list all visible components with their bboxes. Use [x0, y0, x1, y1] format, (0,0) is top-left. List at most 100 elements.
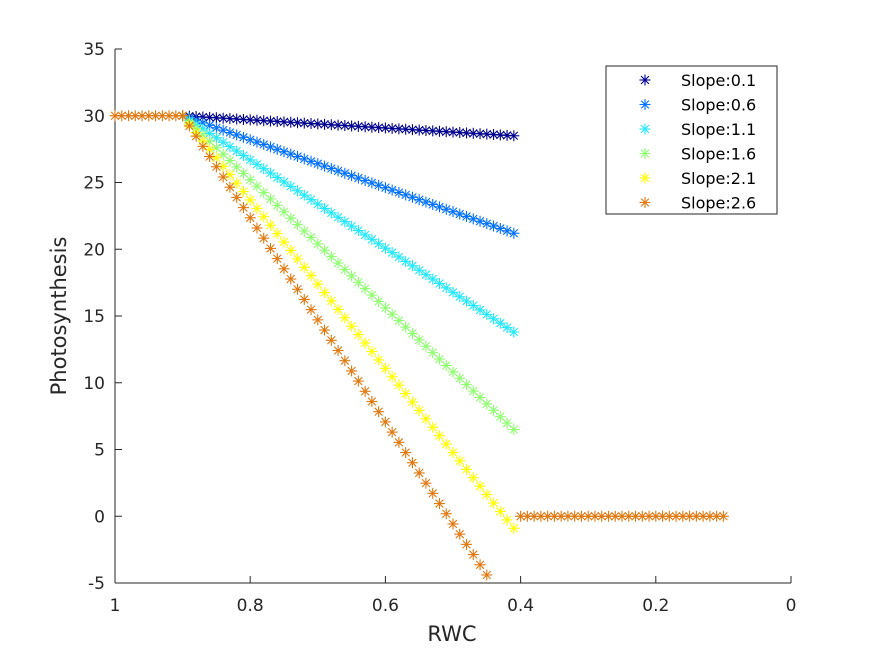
data-point	[319, 202, 331, 214]
data-point	[494, 411, 506, 423]
data-point	[352, 329, 364, 341]
data-point	[312, 278, 324, 290]
data-point	[346, 320, 358, 332]
data-point	[217, 136, 229, 148]
data-point	[400, 447, 412, 459]
data-point	[427, 273, 439, 285]
data-point	[359, 283, 371, 295]
data-point	[440, 438, 452, 450]
data-point	[596, 510, 608, 522]
data-point	[400, 255, 412, 267]
data-point	[271, 115, 283, 127]
legend-item: Slope:0.6	[639, 96, 756, 115]
data-point	[481, 308, 493, 320]
data-point	[217, 171, 229, 183]
data-point	[440, 359, 452, 371]
data-point	[447, 366, 459, 378]
data-point	[258, 211, 270, 223]
data-point	[433, 430, 445, 442]
y-tick-label: 30	[83, 107, 105, 127]
data-point	[231, 177, 243, 189]
data-point	[386, 122, 398, 134]
plateau-high	[109, 110, 189, 122]
x-tick-label: 0.6	[372, 596, 399, 616]
data-point	[271, 228, 283, 240]
data-point	[190, 130, 202, 142]
data-point	[278, 236, 290, 248]
data-point	[630, 510, 642, 522]
data-point	[298, 117, 310, 129]
data-point	[433, 277, 445, 289]
data-point	[413, 264, 425, 276]
data-point	[183, 120, 195, 132]
y-axis-label: Photosynthesis	[47, 237, 71, 396]
data-point	[481, 489, 493, 501]
data-point	[373, 295, 385, 307]
data-point	[433, 353, 445, 365]
data-point	[427, 487, 439, 499]
data-point	[440, 282, 452, 294]
data-point	[271, 199, 283, 211]
data-point	[244, 174, 256, 186]
data-point	[508, 130, 520, 142]
data-point	[508, 522, 520, 534]
data-point	[346, 365, 358, 377]
data-point	[258, 187, 270, 199]
data-point	[258, 232, 270, 244]
data-point	[488, 497, 500, 509]
data-point	[346, 270, 358, 282]
data-point	[346, 220, 358, 232]
data-point	[237, 167, 249, 179]
legend-box	[605, 65, 778, 215]
data-point	[251, 180, 263, 192]
data-point	[231, 191, 243, 203]
data-point	[292, 283, 304, 295]
data-point	[217, 112, 229, 124]
data-point	[258, 163, 270, 175]
data-point	[210, 132, 222, 144]
data-point	[352, 120, 364, 132]
data-point	[474, 128, 486, 140]
data-point	[325, 251, 337, 263]
data-point	[413, 467, 425, 479]
data-point	[210, 161, 222, 173]
data-point	[352, 276, 364, 288]
legend-label: Slope:1.6	[681, 145, 756, 164]
data-point	[359, 385, 371, 397]
data-point	[420, 477, 432, 489]
data-point	[231, 161, 243, 173]
data-point	[339, 263, 351, 275]
data-point	[494, 505, 506, 517]
data-point	[312, 238, 324, 250]
legend-items: Slope:0.1 Slope:0.6 Slope:1.1 Slope:1.6 Slop…	[639, 71, 756, 213]
data-point	[285, 212, 297, 224]
data-point	[393, 123, 405, 135]
data-point	[237, 202, 249, 214]
data-point	[339, 216, 351, 228]
data-point	[474, 215, 486, 227]
data-point	[454, 455, 466, 467]
plot-area	[109, 110, 729, 581]
data-point	[393, 379, 405, 391]
data-point	[508, 423, 520, 435]
data-point	[393, 315, 405, 327]
data-point	[528, 510, 540, 522]
data-point	[237, 149, 249, 161]
data-point	[285, 244, 297, 256]
legend-marker	[639, 123, 651, 135]
data-point	[298, 225, 310, 237]
data-point	[366, 121, 378, 133]
data-point	[312, 198, 324, 210]
data-point	[467, 549, 479, 561]
data-point	[339, 312, 351, 324]
data-point	[474, 391, 486, 403]
data-point	[406, 327, 418, 339]
data-point	[366, 289, 378, 301]
data-point	[197, 140, 209, 152]
data-point	[454, 372, 466, 384]
data-point	[393, 436, 405, 448]
data-point	[474, 480, 486, 492]
data-point	[542, 510, 554, 522]
data-point	[501, 322, 513, 334]
